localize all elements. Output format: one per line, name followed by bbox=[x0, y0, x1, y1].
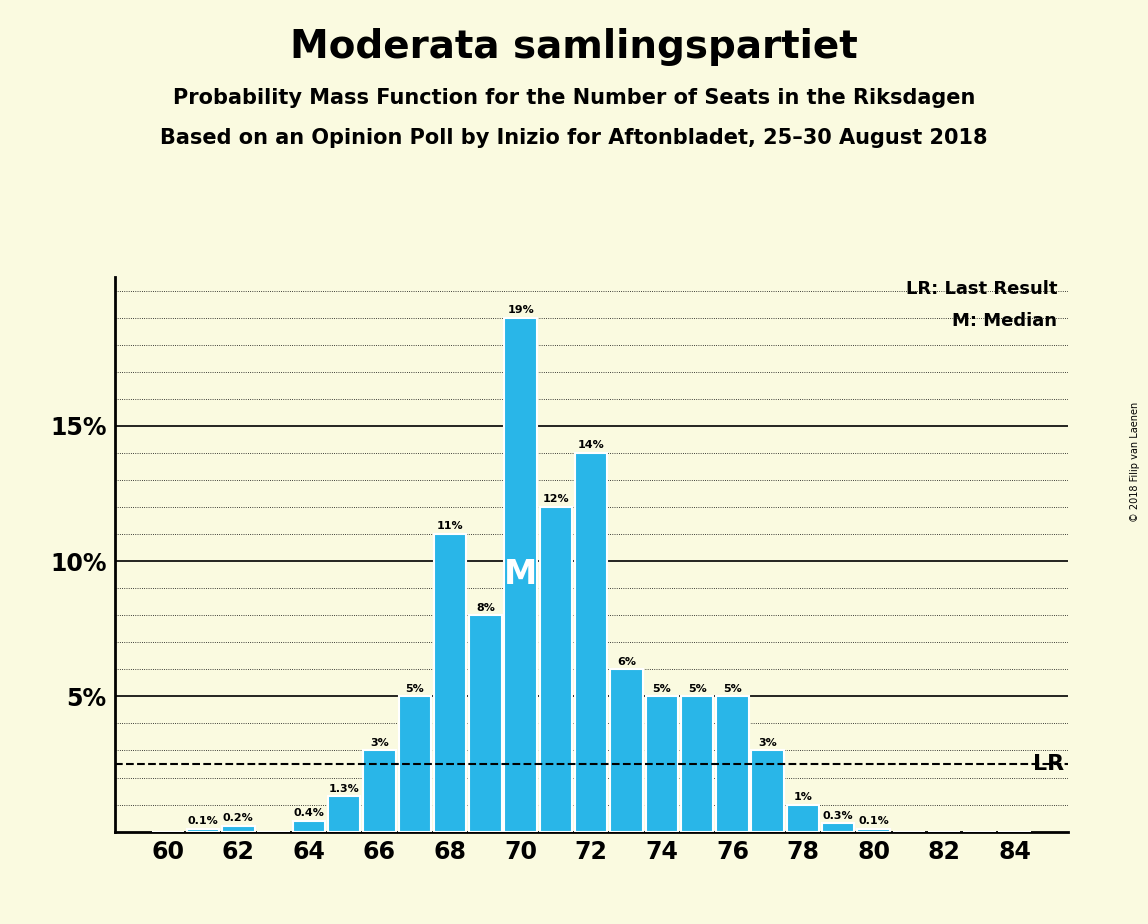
Bar bbox=[328, 796, 360, 832]
Text: 19%: 19% bbox=[507, 305, 534, 315]
Bar bbox=[187, 829, 219, 832]
Text: LR: Last Result: LR: Last Result bbox=[906, 280, 1057, 298]
Text: 8%: 8% bbox=[476, 602, 495, 613]
Bar bbox=[363, 750, 396, 832]
Bar bbox=[752, 750, 784, 832]
Bar bbox=[434, 534, 466, 832]
Text: Based on an Opinion Poll by Inizio for Aftonbladet, 25–30 August 2018: Based on an Opinion Poll by Inizio for A… bbox=[161, 128, 987, 148]
Bar bbox=[470, 615, 502, 832]
Text: 14%: 14% bbox=[577, 440, 605, 450]
Bar bbox=[858, 829, 890, 832]
Text: Moderata samlingspartiet: Moderata samlingspartiet bbox=[290, 28, 858, 66]
Bar bbox=[681, 697, 713, 832]
Bar bbox=[822, 823, 854, 832]
Text: 1%: 1% bbox=[793, 792, 813, 802]
Text: M: Median: M: Median bbox=[952, 312, 1057, 331]
Bar bbox=[645, 697, 678, 832]
Bar bbox=[504, 318, 537, 832]
Text: Probability Mass Function for the Number of Seats in the Riksdagen: Probability Mass Function for the Number… bbox=[173, 88, 975, 108]
Text: 5%: 5% bbox=[688, 684, 706, 694]
Text: 5%: 5% bbox=[405, 684, 424, 694]
Text: LR: LR bbox=[1033, 754, 1064, 774]
Text: 5%: 5% bbox=[723, 684, 742, 694]
Text: © 2018 Filip van Laenen: © 2018 Filip van Laenen bbox=[1130, 402, 1140, 522]
Bar bbox=[786, 805, 820, 832]
Bar bbox=[716, 697, 748, 832]
Bar bbox=[222, 826, 255, 832]
Text: M: M bbox=[504, 558, 537, 591]
Bar bbox=[611, 669, 643, 832]
Text: 0.2%: 0.2% bbox=[223, 813, 254, 823]
Text: 6%: 6% bbox=[616, 657, 636, 666]
Text: 3%: 3% bbox=[759, 737, 777, 748]
Text: 0.1%: 0.1% bbox=[187, 816, 218, 826]
Text: 1.3%: 1.3% bbox=[328, 784, 359, 794]
Bar bbox=[575, 453, 607, 832]
Text: 11%: 11% bbox=[436, 521, 464, 531]
Bar bbox=[398, 697, 430, 832]
Text: 3%: 3% bbox=[370, 737, 389, 748]
Bar bbox=[540, 507, 572, 832]
Text: 0.1%: 0.1% bbox=[859, 816, 889, 826]
Text: 12%: 12% bbox=[543, 494, 569, 505]
Text: 0.3%: 0.3% bbox=[823, 810, 854, 821]
Bar bbox=[293, 821, 325, 832]
Text: 5%: 5% bbox=[652, 684, 672, 694]
Text: 0.4%: 0.4% bbox=[294, 808, 325, 818]
